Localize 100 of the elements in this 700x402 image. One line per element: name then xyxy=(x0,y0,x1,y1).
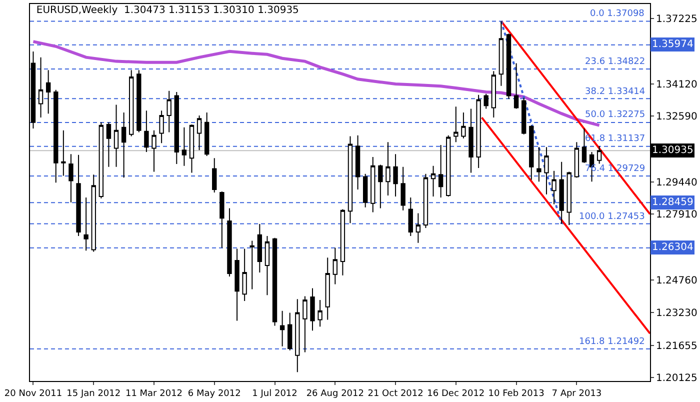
candlestick xyxy=(264,235,270,296)
candlestick xyxy=(491,70,496,118)
candlestick xyxy=(378,164,383,209)
candlestick xyxy=(400,166,406,211)
candlestick xyxy=(61,130,66,176)
candlestick xyxy=(129,70,134,137)
candlestick xyxy=(182,126,187,166)
candlestick xyxy=(574,142,580,178)
candlestick xyxy=(212,158,217,193)
x-tick-label: 20 Nov 2011 xyxy=(4,388,62,399)
candlestick xyxy=(544,146,549,195)
candlestick xyxy=(514,62,519,110)
candlestick xyxy=(484,93,488,110)
candlestick xyxy=(325,257,330,320)
x-tick-label: 1 Jul 2012 xyxy=(252,388,298,399)
candlestick xyxy=(423,173,428,228)
candlestick xyxy=(220,190,224,248)
candlestick xyxy=(106,122,112,168)
candlestick xyxy=(454,106,458,143)
ref-line-label: 100.0 1.27453 xyxy=(579,212,645,222)
ref-line-label: 38.2 1.33414 xyxy=(585,87,646,97)
y-tick-label: 1.23230 xyxy=(656,308,698,319)
candlestick xyxy=(408,197,413,236)
candlestick xyxy=(582,128,587,164)
candlestick xyxy=(242,248,247,302)
candlestick xyxy=(54,89,58,184)
candlestick xyxy=(468,108,474,174)
candlestick xyxy=(302,296,308,353)
x-tick-label: 7 Apr 2013 xyxy=(552,388,602,399)
x-tick-label: 15 Jan 2012 xyxy=(66,388,121,399)
candlestick xyxy=(144,110,149,152)
x-tick-label: 6 May 2012 xyxy=(188,388,241,399)
x-tick-label: 26 Aug 2012 xyxy=(306,388,364,399)
chart-title: EURUSD,Weekly 1.30473 1.31153 1.30310 1.30935 xyxy=(36,5,299,16)
candlestick xyxy=(136,70,142,133)
candlestick xyxy=(257,223,262,273)
candlestick xyxy=(386,142,390,196)
candlestick xyxy=(46,70,51,114)
candlestick xyxy=(461,112,466,139)
y-tick-label: 1.32590 xyxy=(656,111,698,122)
candlestick xyxy=(430,165,436,197)
candlestick xyxy=(91,174,96,252)
candlestick xyxy=(559,161,564,224)
annotation: 1.28459 xyxy=(652,197,694,208)
candlestick xyxy=(174,91,179,164)
candlestick xyxy=(416,212,421,244)
candlestick xyxy=(152,130,156,172)
candlestick xyxy=(393,154,398,197)
candlestick xyxy=(498,20,504,86)
ref-line-label: 50.0 1.32275 xyxy=(585,110,646,120)
candlestick xyxy=(566,171,572,226)
x-tick-label: 11 Mar 2012 xyxy=(125,388,183,399)
candlestick xyxy=(196,114,202,151)
ref-line-label: 161.8 1.21492 xyxy=(579,337,645,347)
annotation: 1.30935 xyxy=(652,145,694,156)
y-tick-label: 1.27910 xyxy=(656,210,698,221)
candlestick xyxy=(340,208,346,276)
candlestick xyxy=(332,247,338,285)
candlestick xyxy=(295,298,300,373)
candlestick xyxy=(280,310,285,347)
candlestick xyxy=(536,146,542,182)
candlestick xyxy=(68,154,74,203)
candlestick xyxy=(318,299,322,328)
candlestick xyxy=(446,134,451,197)
candlestick xyxy=(166,90,172,133)
candlestick xyxy=(121,112,126,178)
y-tick-label: 1.24760 xyxy=(656,276,698,287)
ref-line-label: 23.6 1.34822 xyxy=(585,57,646,67)
y-tick-label: 1.34120 xyxy=(656,79,698,90)
candlestick xyxy=(521,97,526,135)
y-tick-label: 1.37225 xyxy=(656,14,698,26)
candlestick xyxy=(234,248,240,322)
annotation: 1.26304 xyxy=(652,242,694,253)
candlestick xyxy=(355,134,360,190)
candlestick xyxy=(189,124,194,174)
candlestick xyxy=(76,154,81,236)
candlestick xyxy=(438,144,444,198)
y-tick-label: 1.21655 xyxy=(656,340,698,352)
candlestick xyxy=(204,112,210,156)
candlestick xyxy=(159,110,164,144)
candlestick xyxy=(348,136,353,224)
candlestick xyxy=(370,156,376,213)
candlestick xyxy=(506,33,512,100)
candlestick xyxy=(596,146,602,164)
candlestick xyxy=(362,173,368,208)
annotation: 1.35974 xyxy=(652,39,694,50)
candlestick xyxy=(476,94,481,168)
candlestick xyxy=(552,170,556,205)
y-tick-label: 1.29440 xyxy=(656,178,698,188)
y-tick-label: 1.20125 xyxy=(656,373,698,384)
x-tick-label: 10 Feb 2013 xyxy=(488,388,544,399)
candlestick xyxy=(529,124,534,180)
x-tick-label: 16 Dec 2012 xyxy=(427,388,485,399)
candlestick xyxy=(288,312,292,351)
candlestick xyxy=(98,122,104,199)
candlestick xyxy=(250,240,254,290)
candlestick xyxy=(310,288,315,332)
candlestick xyxy=(272,237,278,326)
candlestick xyxy=(114,104,119,168)
candlestick xyxy=(84,197,88,252)
